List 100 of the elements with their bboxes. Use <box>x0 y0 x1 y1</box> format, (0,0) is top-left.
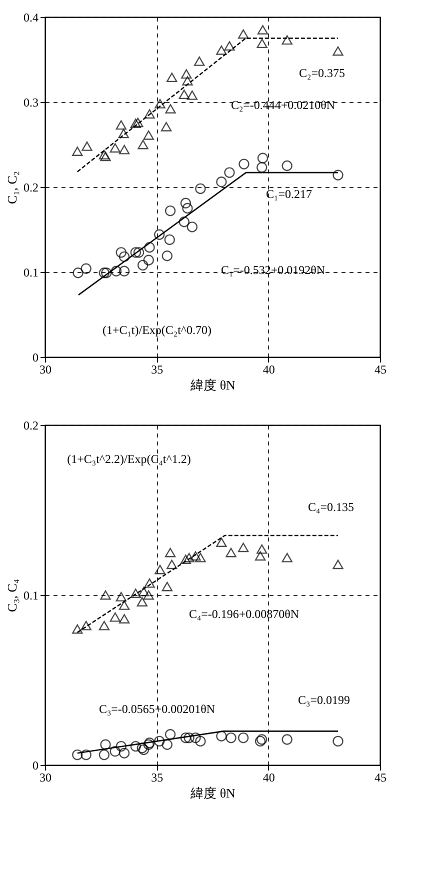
point <box>80 620 92 630</box>
point <box>154 564 166 574</box>
point <box>118 144 130 154</box>
point <box>254 551 266 561</box>
point <box>166 560 178 570</box>
point <box>110 612 120 622</box>
x-tick-label: 45 <box>374 362 386 376</box>
point <box>130 247 142 258</box>
point <box>72 268 84 278</box>
annotation: C₃=0.0199 <box>298 693 350 707</box>
point <box>130 588 142 598</box>
point <box>130 740 142 752</box>
point <box>98 749 110 760</box>
point <box>282 35 292 45</box>
point <box>178 216 190 228</box>
point <box>181 69 192 79</box>
point <box>154 98 166 108</box>
x-tick-label: 45 <box>374 770 386 784</box>
point <box>118 251 130 262</box>
y-tick-label: 0 <box>32 758 38 772</box>
point <box>160 122 172 132</box>
point <box>116 740 126 752</box>
point <box>164 234 175 246</box>
point <box>154 736 165 747</box>
annotation: C₁=-0.532+0.0192θN <box>220 263 326 277</box>
point <box>226 548 236 558</box>
point <box>138 140 148 150</box>
annotation: C₄=-0.196+0.00870θN <box>188 607 300 621</box>
annotation: C₃=-0.0565+0.00201θN <box>98 702 216 716</box>
point <box>194 56 205 66</box>
annotation: (1+C₁t)/Exp(C₂t^0.70) <box>102 323 212 337</box>
x-tick-label: 35 <box>151 770 164 784</box>
point <box>332 170 344 180</box>
point <box>110 266 122 276</box>
point <box>136 597 148 607</box>
point <box>164 205 176 216</box>
point <box>216 45 227 55</box>
x-tick-label: 40 <box>262 362 275 376</box>
point <box>154 229 165 240</box>
point <box>116 247 126 258</box>
point <box>184 732 194 744</box>
point <box>116 592 126 602</box>
y-tick-label: 0.2 <box>24 418 38 432</box>
point <box>332 560 344 570</box>
y-axis-title: C₁, C₂ <box>4 171 20 204</box>
annotation: C₁=0.217 <box>266 187 312 201</box>
point <box>186 222 198 232</box>
point <box>98 620 110 630</box>
point <box>257 25 268 34</box>
point <box>186 90 198 100</box>
annotation: C₂=-0.444+0.0210θN <box>230 98 336 112</box>
y-tick-label: 0.1 <box>24 588 38 602</box>
point <box>133 247 144 258</box>
point <box>182 76 193 86</box>
point <box>238 158 250 170</box>
point <box>238 29 249 39</box>
point <box>190 732 201 744</box>
point <box>216 730 227 742</box>
point <box>166 72 178 82</box>
point <box>178 90 190 100</box>
point <box>110 746 120 757</box>
point <box>144 109 155 119</box>
point <box>72 146 83 156</box>
x-tick-label: 30 <box>40 770 52 784</box>
point <box>116 120 126 130</box>
point <box>100 739 111 750</box>
annotation: C₂=0.375 <box>299 66 345 80</box>
y-tick-label: 0.2 <box>24 180 38 194</box>
x-axis-title: 緯度 θN <box>190 378 236 392</box>
point <box>80 749 92 760</box>
x-tick-label: 30 <box>40 362 52 376</box>
y-tick-label: 0 <box>32 350 38 364</box>
point <box>72 749 83 760</box>
point <box>165 104 176 114</box>
point <box>226 732 236 744</box>
point <box>143 590 154 600</box>
y-axis-title: C₃, C₄ <box>4 578 20 612</box>
point <box>98 268 110 278</box>
point <box>162 739 173 750</box>
point <box>190 551 201 561</box>
point <box>224 41 235 51</box>
point <box>143 254 154 266</box>
point <box>118 748 130 758</box>
point <box>195 552 206 562</box>
point <box>130 118 142 128</box>
point <box>100 590 111 600</box>
y-tick-label: 0.1 <box>24 266 38 280</box>
point <box>138 586 150 596</box>
y-tick-label: 0.3 <box>24 96 38 110</box>
point <box>216 538 227 548</box>
point <box>101 268 112 278</box>
point <box>282 734 292 745</box>
point <box>118 614 130 624</box>
y-tick-label: 0.4 <box>24 10 38 24</box>
point <box>180 198 192 208</box>
point <box>162 250 173 262</box>
point <box>180 732 192 744</box>
point <box>184 552 194 562</box>
point <box>180 554 192 564</box>
x-axis-title: 緯度 θN <box>190 786 236 800</box>
